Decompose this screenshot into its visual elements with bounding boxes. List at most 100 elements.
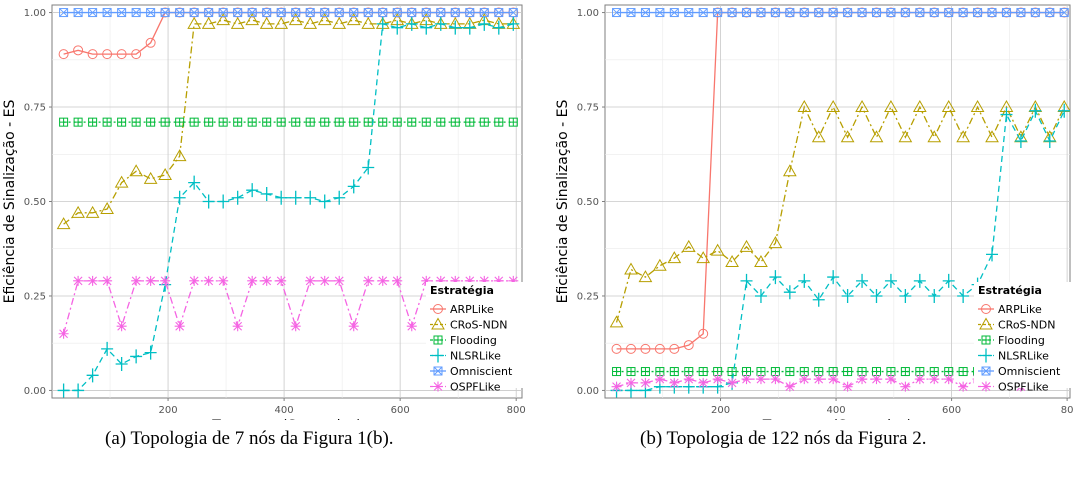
data-point — [449, 20, 462, 35]
data-point — [624, 262, 638, 275]
data-point — [160, 117, 170, 127]
data-point — [204, 8, 214, 18]
legend-key-marker — [981, 335, 991, 345]
data-point — [683, 340, 694, 351]
data-point — [160, 8, 170, 18]
data-point — [478, 16, 491, 31]
data-point — [870, 288, 883, 303]
data-point — [1059, 8, 1069, 18]
data-point — [869, 130, 884, 143]
data-point — [320, 8, 330, 18]
data-point — [742, 8, 752, 18]
legend-entry: CRoS-NDN — [430, 317, 507, 332]
data-point — [436, 8, 446, 18]
data-point — [739, 239, 754, 252]
legend-entry: CRoS-NDN — [978, 317, 1055, 332]
data-point — [72, 383, 85, 398]
data-point — [841, 288, 854, 303]
data-point — [957, 288, 970, 303]
data-point — [944, 8, 954, 18]
data-point — [640, 8, 650, 18]
data-point — [421, 8, 431, 18]
data-point — [713, 8, 723, 18]
data-point — [828, 8, 838, 18]
data-point — [986, 247, 999, 262]
data-point — [710, 243, 725, 256]
data-point — [609, 315, 624, 328]
data-point — [201, 16, 216, 29]
y-tick-label: 0.75 — [577, 103, 599, 114]
data-point — [116, 49, 127, 60]
data-point — [346, 13, 361, 26]
data-point — [73, 8, 83, 18]
data-point — [102, 8, 112, 18]
data-point — [943, 374, 954, 385]
data-point — [785, 8, 795, 18]
series-nlsrlike — [610, 103, 1070, 398]
data-point — [725, 254, 739, 267]
data-point — [640, 343, 651, 354]
data-point — [173, 190, 186, 205]
data-point — [260, 186, 273, 201]
data-point — [231, 190, 244, 205]
data-point — [754, 288, 767, 303]
legend-label: ARPLike — [450, 303, 494, 316]
data-point — [669, 343, 680, 354]
data-point — [73, 117, 83, 127]
data-point — [712, 374, 723, 385]
data-point — [479, 8, 489, 18]
x-axis-title: Tempo - t (Segundos) — [211, 418, 362, 420]
data-point — [146, 8, 156, 18]
y-tick-label: 0.50 — [24, 197, 46, 208]
data-point — [655, 8, 665, 18]
data-point — [479, 275, 490, 286]
data-point — [684, 8, 694, 18]
data-point — [58, 49, 69, 60]
data-point — [102, 275, 113, 286]
data-point — [102, 117, 112, 127]
data-point — [305, 117, 315, 127]
data-point — [407, 8, 417, 18]
data-point — [130, 349, 143, 364]
data-point — [172, 149, 187, 162]
chart-panel-a: 0.00 0.25 0.50 0.75 1.00 200 400 600 800 Tempo - … — [2, 4, 526, 420]
data-point — [320, 117, 330, 127]
data-point — [87, 275, 98, 286]
data-point — [145, 37, 156, 48]
x-tick-label: 600 — [942, 405, 961, 416]
data-point — [407, 117, 417, 127]
data-point — [117, 117, 127, 127]
data-point — [884, 273, 897, 288]
data-point — [362, 160, 375, 175]
y-tick-label: 0.25 — [24, 291, 46, 302]
legend-entry: NLSRLike — [978, 348, 1049, 363]
data-point — [611, 343, 622, 354]
data-point — [654, 343, 665, 354]
data-point — [58, 328, 69, 339]
data-point — [508, 117, 518, 127]
data-point — [218, 275, 229, 286]
data-point — [698, 377, 709, 388]
data-point — [88, 117, 98, 127]
legend-key-marker — [431, 317, 445, 330]
data-point — [741, 374, 752, 385]
data-point — [886, 8, 896, 18]
data-point — [275, 190, 288, 205]
data-point — [493, 275, 504, 286]
data-point — [914, 374, 925, 385]
data-point — [840, 130, 855, 143]
data-point — [494, 117, 504, 127]
data-point — [843, 8, 853, 18]
data-point — [189, 8, 199, 18]
y-tick-label: 0.00 — [577, 386, 599, 397]
data-point — [392, 275, 403, 286]
data-point — [174, 321, 185, 332]
data-point — [59, 117, 69, 127]
data-point — [318, 194, 331, 209]
y-tick-label: 0.25 — [577, 291, 599, 302]
data-point — [464, 275, 475, 286]
data-point — [1029, 103, 1042, 118]
legend: Estratégia ARPLike CRoS-NDN Flooding NLSRLik… — [974, 282, 1072, 394]
data-point — [334, 8, 344, 18]
x-axis-title: Tempo - t (Segundos) — [762, 418, 913, 420]
